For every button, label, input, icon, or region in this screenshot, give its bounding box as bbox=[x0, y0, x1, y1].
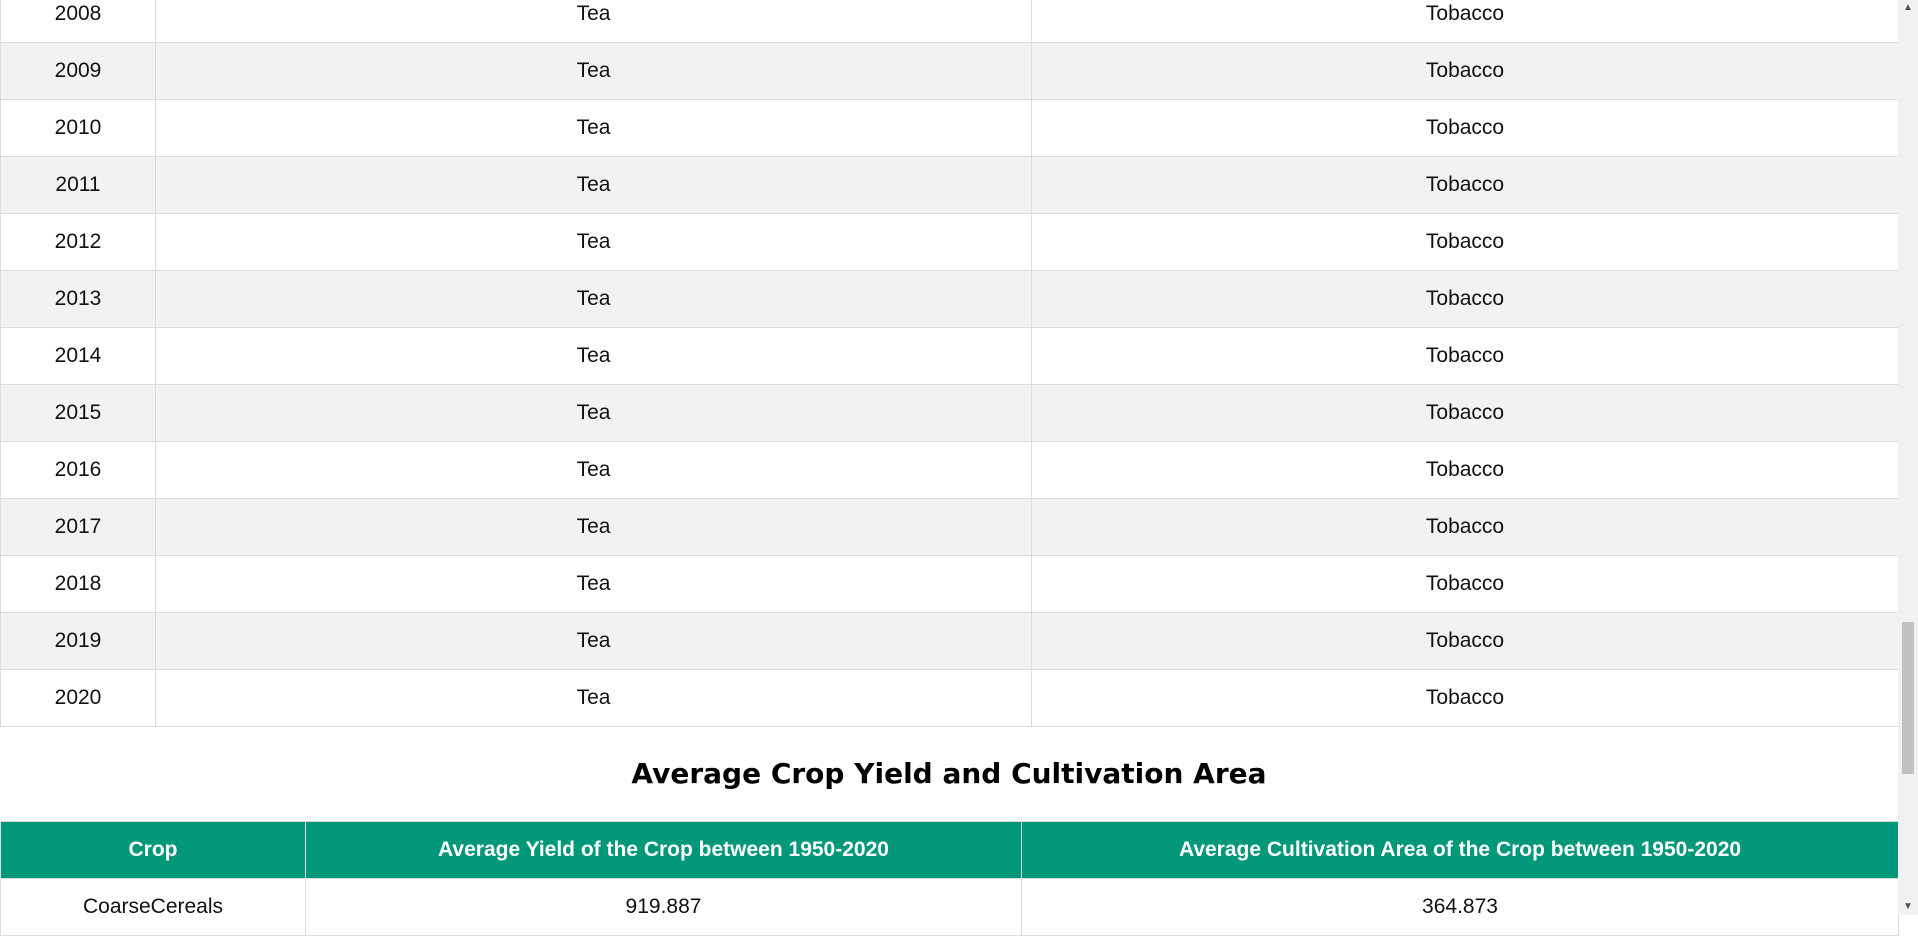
arrow-down-icon[interactable]: ▼ bbox=[1903, 901, 1913, 912]
table-row: 2016 Tea Tobacco bbox=[0, 441, 1899, 499]
year-cell: 2012 bbox=[0, 213, 156, 271]
year-cell: 2019 bbox=[0, 612, 156, 670]
crop-cell: Tobacco bbox=[1031, 156, 1899, 214]
crop-name-cell: CoarseCereals bbox=[0, 878, 306, 936]
table-row: 2008 Tea Tobacco bbox=[0, 0, 1899, 43]
year-cell: 2020 bbox=[0, 669, 156, 727]
year-cell: 2008 bbox=[0, 0, 156, 43]
table-row: 2010 Tea Tobacco bbox=[0, 99, 1899, 157]
table-row: 2019 Tea Tobacco bbox=[0, 612, 1899, 670]
table-header-row: Crop Average Yield of the Crop between 1… bbox=[0, 821, 1899, 879]
average-crop-table: Crop Average Yield of the Crop between 1… bbox=[0, 821, 1899, 936]
crop-cell: Tobacco bbox=[1031, 612, 1899, 670]
column-header-avg-area: Average Cultivation Area of the Crop bet… bbox=[1021, 821, 1899, 879]
crop-cell: Tea bbox=[155, 555, 1032, 613]
year-cell: 2015 bbox=[0, 384, 156, 442]
scrollbar-thumb[interactable] bbox=[1902, 622, 1914, 774]
crop-cell: Tea bbox=[155, 327, 1032, 385]
crop-cell: Tobacco bbox=[1031, 441, 1899, 499]
crop-cell: Tea bbox=[155, 612, 1032, 670]
crop-cell: Tobacco bbox=[1031, 0, 1899, 43]
year-cell: 2016 bbox=[0, 441, 156, 499]
crop-cell: Tea bbox=[155, 42, 1032, 100]
crop-cell: Tobacco bbox=[1031, 498, 1899, 556]
crop-cell: Tobacco bbox=[1031, 99, 1899, 157]
arrow-up-icon[interactable]: ▲ bbox=[1903, 2, 1913, 13]
crop-cell: Tea bbox=[155, 498, 1032, 556]
table-row: 2011 Tea Tobacco bbox=[0, 156, 1899, 214]
year-cell: 2009 bbox=[0, 42, 156, 100]
crop-cell: Tea bbox=[155, 213, 1032, 271]
crop-cell: Tobacco bbox=[1031, 42, 1899, 100]
table-row: 2017 Tea Tobacco bbox=[0, 498, 1899, 556]
table-row: 2012 Tea Tobacco bbox=[0, 213, 1899, 271]
crop-cell: Tea bbox=[155, 99, 1032, 157]
avg-yield-cell: 919.887 bbox=[305, 878, 1022, 936]
table-row: 2020 Tea Tobacco bbox=[0, 669, 1899, 727]
crop-cell: Tobacco bbox=[1031, 384, 1899, 442]
table-row: 2009 Tea Tobacco bbox=[0, 42, 1899, 100]
year-cell: 2013 bbox=[0, 270, 156, 328]
table-row: 2013 Tea Tobacco bbox=[0, 270, 1899, 328]
crop-cell: Tea bbox=[155, 156, 1032, 214]
vertical-scrollbar[interactable]: ▲ ▼ bbox=[1898, 0, 1918, 915]
year-cell: 2017 bbox=[0, 498, 156, 556]
year-cell: 2014 bbox=[0, 327, 156, 385]
crop-cell: Tobacco bbox=[1031, 213, 1899, 271]
crop-cell: Tea bbox=[155, 0, 1032, 43]
crop-cell: Tea bbox=[155, 441, 1032, 499]
year-cell: 2011 bbox=[0, 156, 156, 214]
crop-cell: Tobacco bbox=[1031, 270, 1899, 328]
avg-area-cell: 364.873 bbox=[1021, 878, 1899, 936]
table-row: 2015 Tea Tobacco bbox=[0, 384, 1899, 442]
year-cell: 2018 bbox=[0, 555, 156, 613]
crop-cell: Tobacco bbox=[1031, 669, 1899, 727]
section-title: Average Crop Yield and Cultivation Area bbox=[631, 757, 1267, 790]
crop-cell: Tea bbox=[155, 384, 1032, 442]
table-row: 2018 Tea Tobacco bbox=[0, 555, 1899, 613]
year-cell: 2010 bbox=[0, 99, 156, 157]
table-row: 2014 Tea Tobacco bbox=[0, 327, 1899, 385]
crop-cell: Tobacco bbox=[1031, 555, 1899, 613]
crop-cell: Tea bbox=[155, 669, 1032, 727]
column-header-avg-yield: Average Yield of the Crop between 1950-2… bbox=[305, 821, 1022, 879]
column-header-crop: Crop bbox=[0, 821, 306, 879]
crop-rank-table: 2008 Tea Tobacco 2009 Tea Tobacco 2010 T… bbox=[0, 0, 1899, 727]
crop-cell: Tobacco bbox=[1031, 327, 1899, 385]
crop-cell: Tea bbox=[155, 270, 1032, 328]
table-row: CoarseCereals 919.887 364.873 bbox=[0, 878, 1899, 936]
